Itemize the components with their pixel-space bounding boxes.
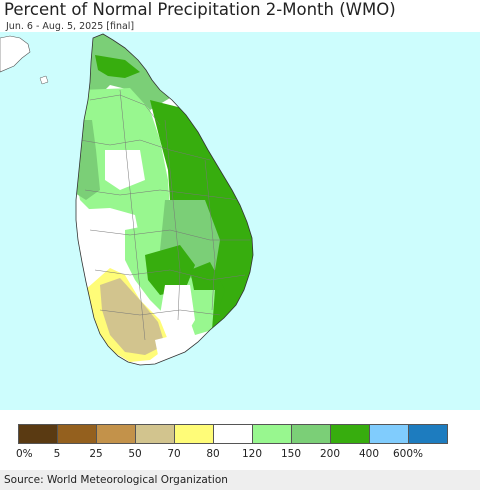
legend-label: 5 xyxy=(53,448,61,460)
legend-swatch xyxy=(18,424,58,444)
legend-label: 50 xyxy=(128,448,142,460)
source-note: Source: World Meteorological Organizatio… xyxy=(0,470,480,490)
india-coastline xyxy=(0,35,31,73)
island-small xyxy=(39,75,49,85)
legend-swatch xyxy=(330,424,370,444)
legend-label: 70 xyxy=(167,448,181,460)
legend-label: 120 xyxy=(241,448,263,460)
legend-swatch xyxy=(96,424,136,444)
legend-swatch xyxy=(57,424,97,444)
legend-label: 25 xyxy=(89,448,103,460)
sri-lanka-map xyxy=(0,33,254,366)
legend-swatch xyxy=(174,424,214,444)
legend-label: 400 xyxy=(358,448,380,460)
legend-swatch xyxy=(291,424,331,444)
page-title: Percent of Normal Precipitation 2-Month … xyxy=(4,0,396,19)
legend-swatch xyxy=(213,424,253,444)
precipitation-zones xyxy=(76,34,253,365)
date-range-subtitle: Jun. 6 - Aug. 5, 2025 [final] xyxy=(6,21,135,32)
legend-label: 0% xyxy=(16,448,33,460)
precipitation-map xyxy=(0,32,480,410)
legend-label: 150 xyxy=(280,448,302,460)
color-legend xyxy=(18,424,448,446)
legend-labels: 0% 5 25 50 70 80 120 150 200 400 600% xyxy=(0,448,480,462)
legend-label: 600% xyxy=(392,448,424,460)
legend-swatch xyxy=(252,424,292,444)
legend-swatch xyxy=(408,424,448,444)
legend-swatch xyxy=(369,424,409,444)
district-boundaries xyxy=(79,89,250,341)
legend-label: 80 xyxy=(206,448,220,460)
legend-swatch xyxy=(135,424,175,444)
legend-label: 200 xyxy=(319,448,341,460)
